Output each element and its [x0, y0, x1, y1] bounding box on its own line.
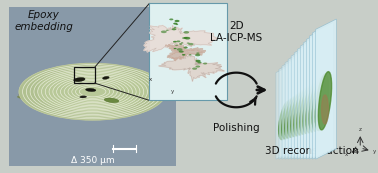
Ellipse shape	[177, 48, 183, 51]
Polygon shape	[310, 26, 330, 159]
Ellipse shape	[176, 40, 180, 42]
Polygon shape	[301, 36, 321, 159]
Ellipse shape	[19, 88, 166, 101]
Polygon shape	[144, 25, 217, 52]
Polygon shape	[288, 49, 309, 159]
Text: Δ 350 µm: Δ 350 µm	[71, 156, 115, 165]
Ellipse shape	[183, 47, 188, 49]
Polygon shape	[294, 42, 315, 159]
Ellipse shape	[184, 37, 191, 40]
Polygon shape	[291, 92, 304, 137]
Polygon shape	[322, 95, 328, 124]
Polygon shape	[316, 19, 336, 159]
Ellipse shape	[102, 76, 109, 79]
Text: y: y	[373, 149, 376, 154]
Polygon shape	[288, 113, 295, 134]
Ellipse shape	[183, 31, 189, 34]
Polygon shape	[306, 81, 319, 133]
Polygon shape	[285, 52, 306, 159]
Polygon shape	[300, 85, 313, 134]
Text: Epoxy
embedding: Epoxy embedding	[14, 10, 73, 32]
Bar	[74, 67, 94, 83]
Ellipse shape	[195, 65, 200, 68]
Ellipse shape	[181, 42, 183, 43]
Ellipse shape	[174, 27, 176, 28]
Text: x: x	[345, 152, 348, 157]
Ellipse shape	[182, 37, 186, 39]
Text: 3D reconstruction: 3D reconstruction	[265, 145, 359, 156]
Polygon shape	[307, 29, 327, 159]
Polygon shape	[285, 96, 298, 138]
Polygon shape	[303, 83, 316, 134]
Polygon shape	[285, 115, 292, 135]
Ellipse shape	[173, 41, 177, 43]
Ellipse shape	[197, 61, 201, 63]
Ellipse shape	[175, 20, 180, 22]
Polygon shape	[166, 45, 206, 61]
Polygon shape	[288, 94, 301, 137]
Polygon shape	[318, 72, 332, 130]
Polygon shape	[309, 78, 322, 132]
Polygon shape	[315, 74, 328, 131]
FancyBboxPatch shape	[9, 7, 176, 166]
Ellipse shape	[196, 52, 200, 54]
Polygon shape	[282, 99, 295, 139]
Ellipse shape	[195, 60, 201, 62]
Polygon shape	[313, 22, 333, 159]
Polygon shape	[297, 39, 318, 159]
Ellipse shape	[19, 63, 166, 120]
Ellipse shape	[166, 30, 169, 31]
Polygon shape	[276, 62, 297, 159]
Polygon shape	[312, 76, 325, 131]
Polygon shape	[316, 98, 322, 126]
Ellipse shape	[203, 63, 207, 65]
Ellipse shape	[80, 96, 87, 98]
Polygon shape	[303, 105, 310, 130]
Ellipse shape	[188, 43, 194, 45]
Polygon shape	[297, 108, 304, 131]
Text: 2D
LA-ICP-MS: 2D LA-ICP-MS	[210, 21, 262, 43]
Ellipse shape	[189, 54, 192, 56]
Polygon shape	[291, 111, 298, 133]
Ellipse shape	[187, 42, 190, 44]
Polygon shape	[300, 107, 307, 130]
Ellipse shape	[74, 78, 85, 82]
Ellipse shape	[173, 23, 177, 25]
Polygon shape	[306, 103, 313, 129]
Ellipse shape	[174, 48, 177, 49]
Ellipse shape	[175, 24, 178, 25]
Text: x: x	[149, 77, 152, 82]
Ellipse shape	[161, 30, 167, 33]
Ellipse shape	[37, 69, 148, 112]
Polygon shape	[291, 46, 312, 159]
Ellipse shape	[179, 43, 182, 45]
Text: y: y	[171, 89, 174, 94]
Polygon shape	[294, 90, 307, 136]
Ellipse shape	[195, 54, 200, 56]
Ellipse shape	[192, 67, 197, 70]
Polygon shape	[304, 32, 324, 159]
Ellipse shape	[179, 50, 184, 53]
Ellipse shape	[175, 45, 178, 46]
FancyBboxPatch shape	[149, 3, 227, 100]
Polygon shape	[294, 110, 301, 132]
Ellipse shape	[182, 54, 185, 56]
Polygon shape	[319, 97, 325, 125]
Ellipse shape	[104, 98, 119, 103]
Polygon shape	[279, 59, 300, 159]
Polygon shape	[312, 100, 319, 127]
Polygon shape	[282, 56, 303, 159]
Ellipse shape	[85, 88, 96, 92]
Ellipse shape	[184, 37, 188, 39]
Text: Polishing: Polishing	[213, 123, 260, 133]
Ellipse shape	[17, 90, 168, 103]
Polygon shape	[309, 102, 316, 128]
Polygon shape	[282, 116, 289, 136]
Polygon shape	[159, 54, 225, 81]
Ellipse shape	[172, 28, 177, 30]
Polygon shape	[297, 87, 310, 135]
Polygon shape	[279, 101, 292, 140]
Text: z: z	[358, 127, 361, 132]
Ellipse shape	[169, 19, 174, 20]
